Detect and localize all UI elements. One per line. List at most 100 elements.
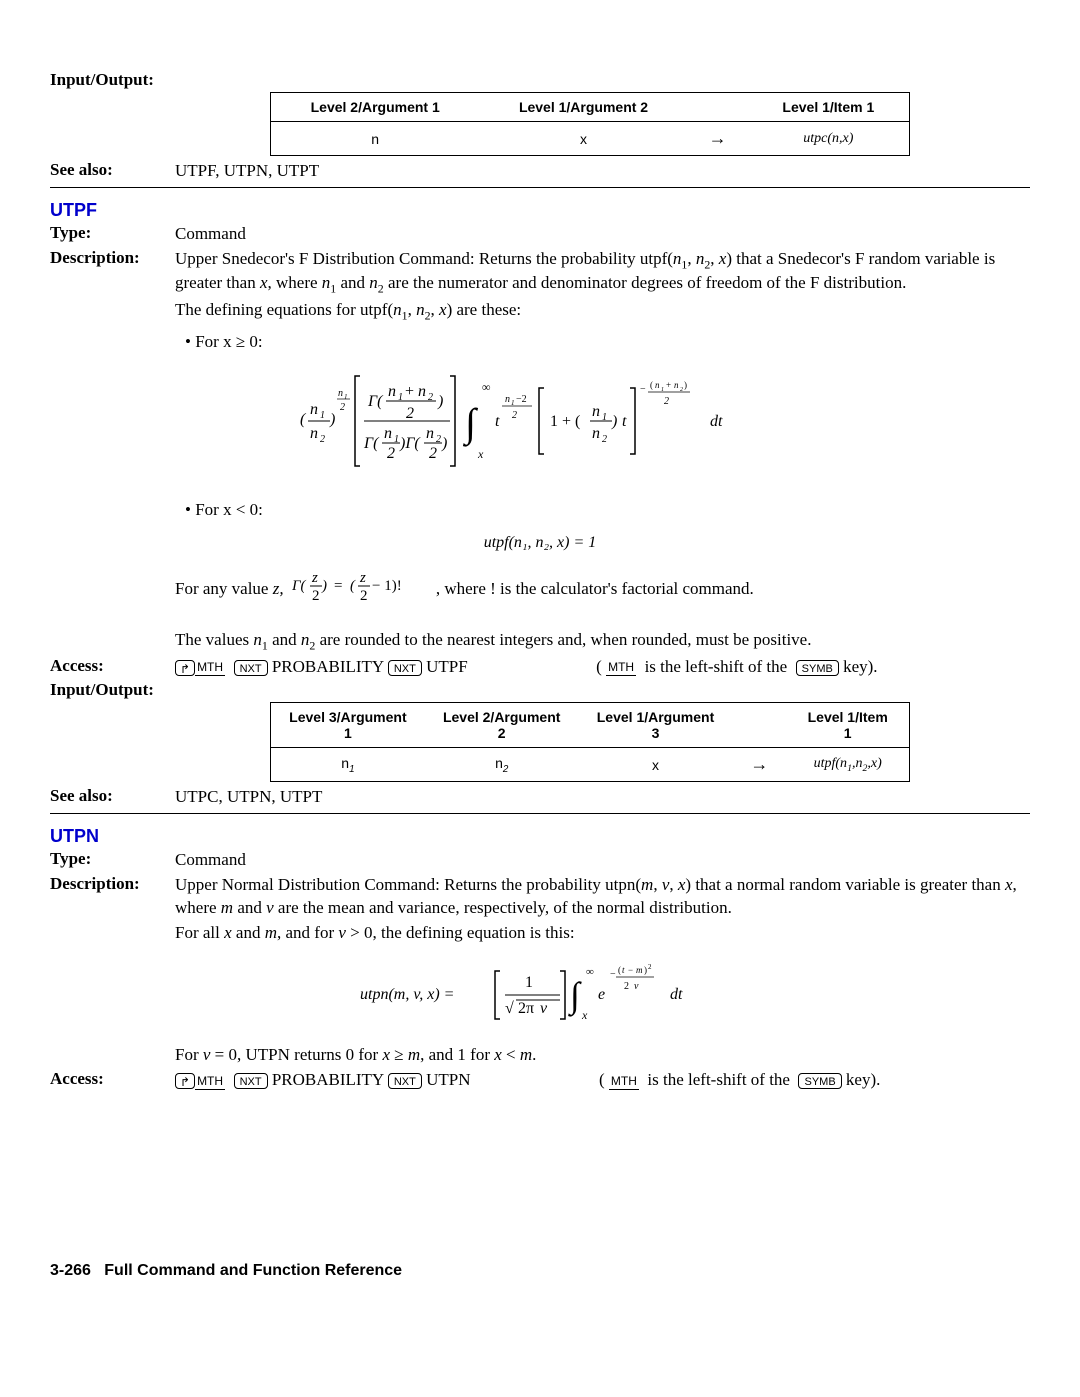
t: , where (268, 273, 322, 292)
svg-text:Γ(: Γ( (363, 435, 380, 452)
utpf-io-table: Level 3/Argument 1 Level 2/Argument 2 Le… (270, 702, 910, 782)
svg-text:v: v (634, 981, 639, 992)
seealso-row: See also: UTPF, UTPN, UTPT (50, 160, 1030, 183)
mth-label: MTH (606, 659, 636, 676)
round-text: The values n1 and n2 are rounded to the … (175, 629, 1030, 653)
th (688, 93, 748, 122)
td: n2 (425, 748, 579, 782)
td: n1 (271, 748, 425, 782)
svg-text:): ) (437, 393, 443, 410)
svg-text:): ) (684, 380, 687, 390)
svg-text:x: x (477, 447, 484, 461)
svg-text:−: − (610, 969, 616, 980)
nxt-key: NXT (388, 660, 422, 676)
footer: 3-266 Full Command and Function Referenc… (50, 1262, 1030, 1280)
io-label-row-utpf: Input/Output: (50, 680, 1030, 700)
svg-text:−2: −2 (516, 394, 527, 405)
arrow: → (688, 122, 748, 156)
t: For x ≥ 0: (195, 332, 262, 351)
svg-text:m: m (636, 965, 643, 975)
svg-text:n: n (388, 383, 396, 400)
type-value: Command (175, 849, 1030, 872)
svg-text:1: 1 (320, 410, 325, 421)
t: For any value (175, 578, 268, 601)
v0-row: For v = 0, UTPN returns 0 for x ≥ m, and… (50, 1044, 1030, 1067)
type-row: Type: Command (50, 223, 1030, 246)
t: is the left-shift of the (647, 1070, 790, 1089)
t: UTPN (426, 1070, 470, 1089)
t: The defining equations for utpf( (175, 300, 393, 319)
desc2-text: The defining equations for utpf(n1, n2, … (175, 299, 1030, 323)
svg-text:Γ(: Γ( (367, 393, 384, 410)
svg-text:2: 2 (602, 434, 607, 445)
td: x (479, 122, 687, 156)
td: n (271, 122, 480, 156)
seealso-label: See also: (50, 786, 175, 806)
bullet1: • For x ≥ 0: (185, 331, 1030, 354)
svg-text:utpn(m, v, x) =: utpn(m, v, x) = (360, 986, 454, 1003)
th: Level 2/Argument 2 (425, 703, 579, 748)
v0-text: For v = 0, UTPN returns 0 for x ≥ m, and… (175, 1044, 1030, 1067)
svg-text:e: e (598, 986, 605, 1003)
svg-text:): ) (441, 435, 447, 452)
symb-key: SYMB (798, 1073, 841, 1089)
io-label: Input/Output: (50, 680, 175, 700)
svg-text:∞: ∞ (586, 966, 594, 978)
svg-text:−: − (640, 384, 646, 395)
type-row-utpn: Type: Command (50, 849, 1030, 872)
desc2-row: The defining equations for utpf(n1, n2, … (50, 299, 1030, 323)
svg-text:): ) (611, 413, 617, 430)
divider (50, 813, 1030, 814)
footer-title: Full Command and Function Reference (104, 1262, 402, 1279)
td: utpf(n1,n2,x) (786, 748, 909, 782)
svg-text:1: 1 (525, 974, 533, 991)
t: ) are these: (447, 300, 522, 319)
th: Level 3/Argument 1 (271, 703, 425, 748)
th: Level 1/Item 1 (748, 93, 910, 122)
svg-text:n: n (674, 380, 679, 390)
utpn-title: UTPN (50, 826, 1030, 847)
th: Level 1/Argument 2 (479, 93, 687, 122)
seealso-text: UTPC, UTPN, UTPT (175, 786, 1030, 809)
svg-text:n: n (310, 425, 318, 442)
type-label: Type: (50, 223, 175, 243)
th: Level 1/Argument 3 (579, 703, 733, 748)
seealso-text: UTPF, UTPN, UTPT (175, 160, 1030, 183)
desc-row: Description: Upper Snedecor's F Distribu… (50, 248, 1030, 297)
svg-text:+: + (666, 380, 671, 390)
svg-text:=: = (334, 578, 342, 594)
svg-text:−: − (628, 965, 633, 975)
gamma-inline-formula: Γ( z 2 ) = ( z 2 − 1)! (292, 564, 432, 615)
svg-text:2: 2 (512, 410, 517, 421)
utpf-formula-1: ( n1 n2 ) n1 2 Γ( n1+n2 2 ) Γ( n1 2 (50, 366, 1030, 481)
svg-text:n: n (310, 401, 318, 418)
nxt-key: NXT (388, 1073, 422, 1089)
svg-text:dt: dt (670, 986, 683, 1003)
t: key). (846, 1070, 880, 1089)
svg-text:(: ( (300, 411, 307, 428)
utpf-formula-2: utpf(n₁, n₂, x) = 1 (50, 534, 1030, 552)
round-row: The values n1 and n2 are rounded to the … (50, 629, 1030, 653)
svg-text:1: 1 (344, 393, 348, 401)
page-number: 3-266 (50, 1262, 91, 1279)
desc-label: Description: (50, 874, 175, 894)
svg-text:): ) (329, 411, 335, 428)
svg-text:t: t (622, 965, 625, 975)
t: Upper Snedecor's F Distribution Command:… (175, 249, 673, 268)
seealso-row-utpf: See also: UTPC, UTPN, UTPT (50, 786, 1030, 809)
shift-key: ↱ (175, 1073, 195, 1089)
svg-text:n: n (338, 388, 343, 399)
svg-text:x: x (581, 1008, 588, 1022)
t: key). (843, 657, 877, 676)
svg-text:z: z (359, 570, 366, 586)
gamma-text: For any value z, Γ( z 2 ) = ( z 2 (175, 564, 1030, 615)
utpf-title: UTPF (50, 200, 1030, 221)
type-value: Command (175, 223, 1030, 246)
svg-text:n: n (505, 394, 510, 405)
desc-text: Upper Normal Distribution Command: Retur… (175, 874, 1030, 920)
nxt-key: NXT (234, 1073, 268, 1089)
seealso-label: See also: (50, 160, 175, 180)
svg-text:∞: ∞ (482, 380, 491, 394)
svg-text:2: 2 (360, 588, 368, 604)
divider (50, 187, 1030, 188)
